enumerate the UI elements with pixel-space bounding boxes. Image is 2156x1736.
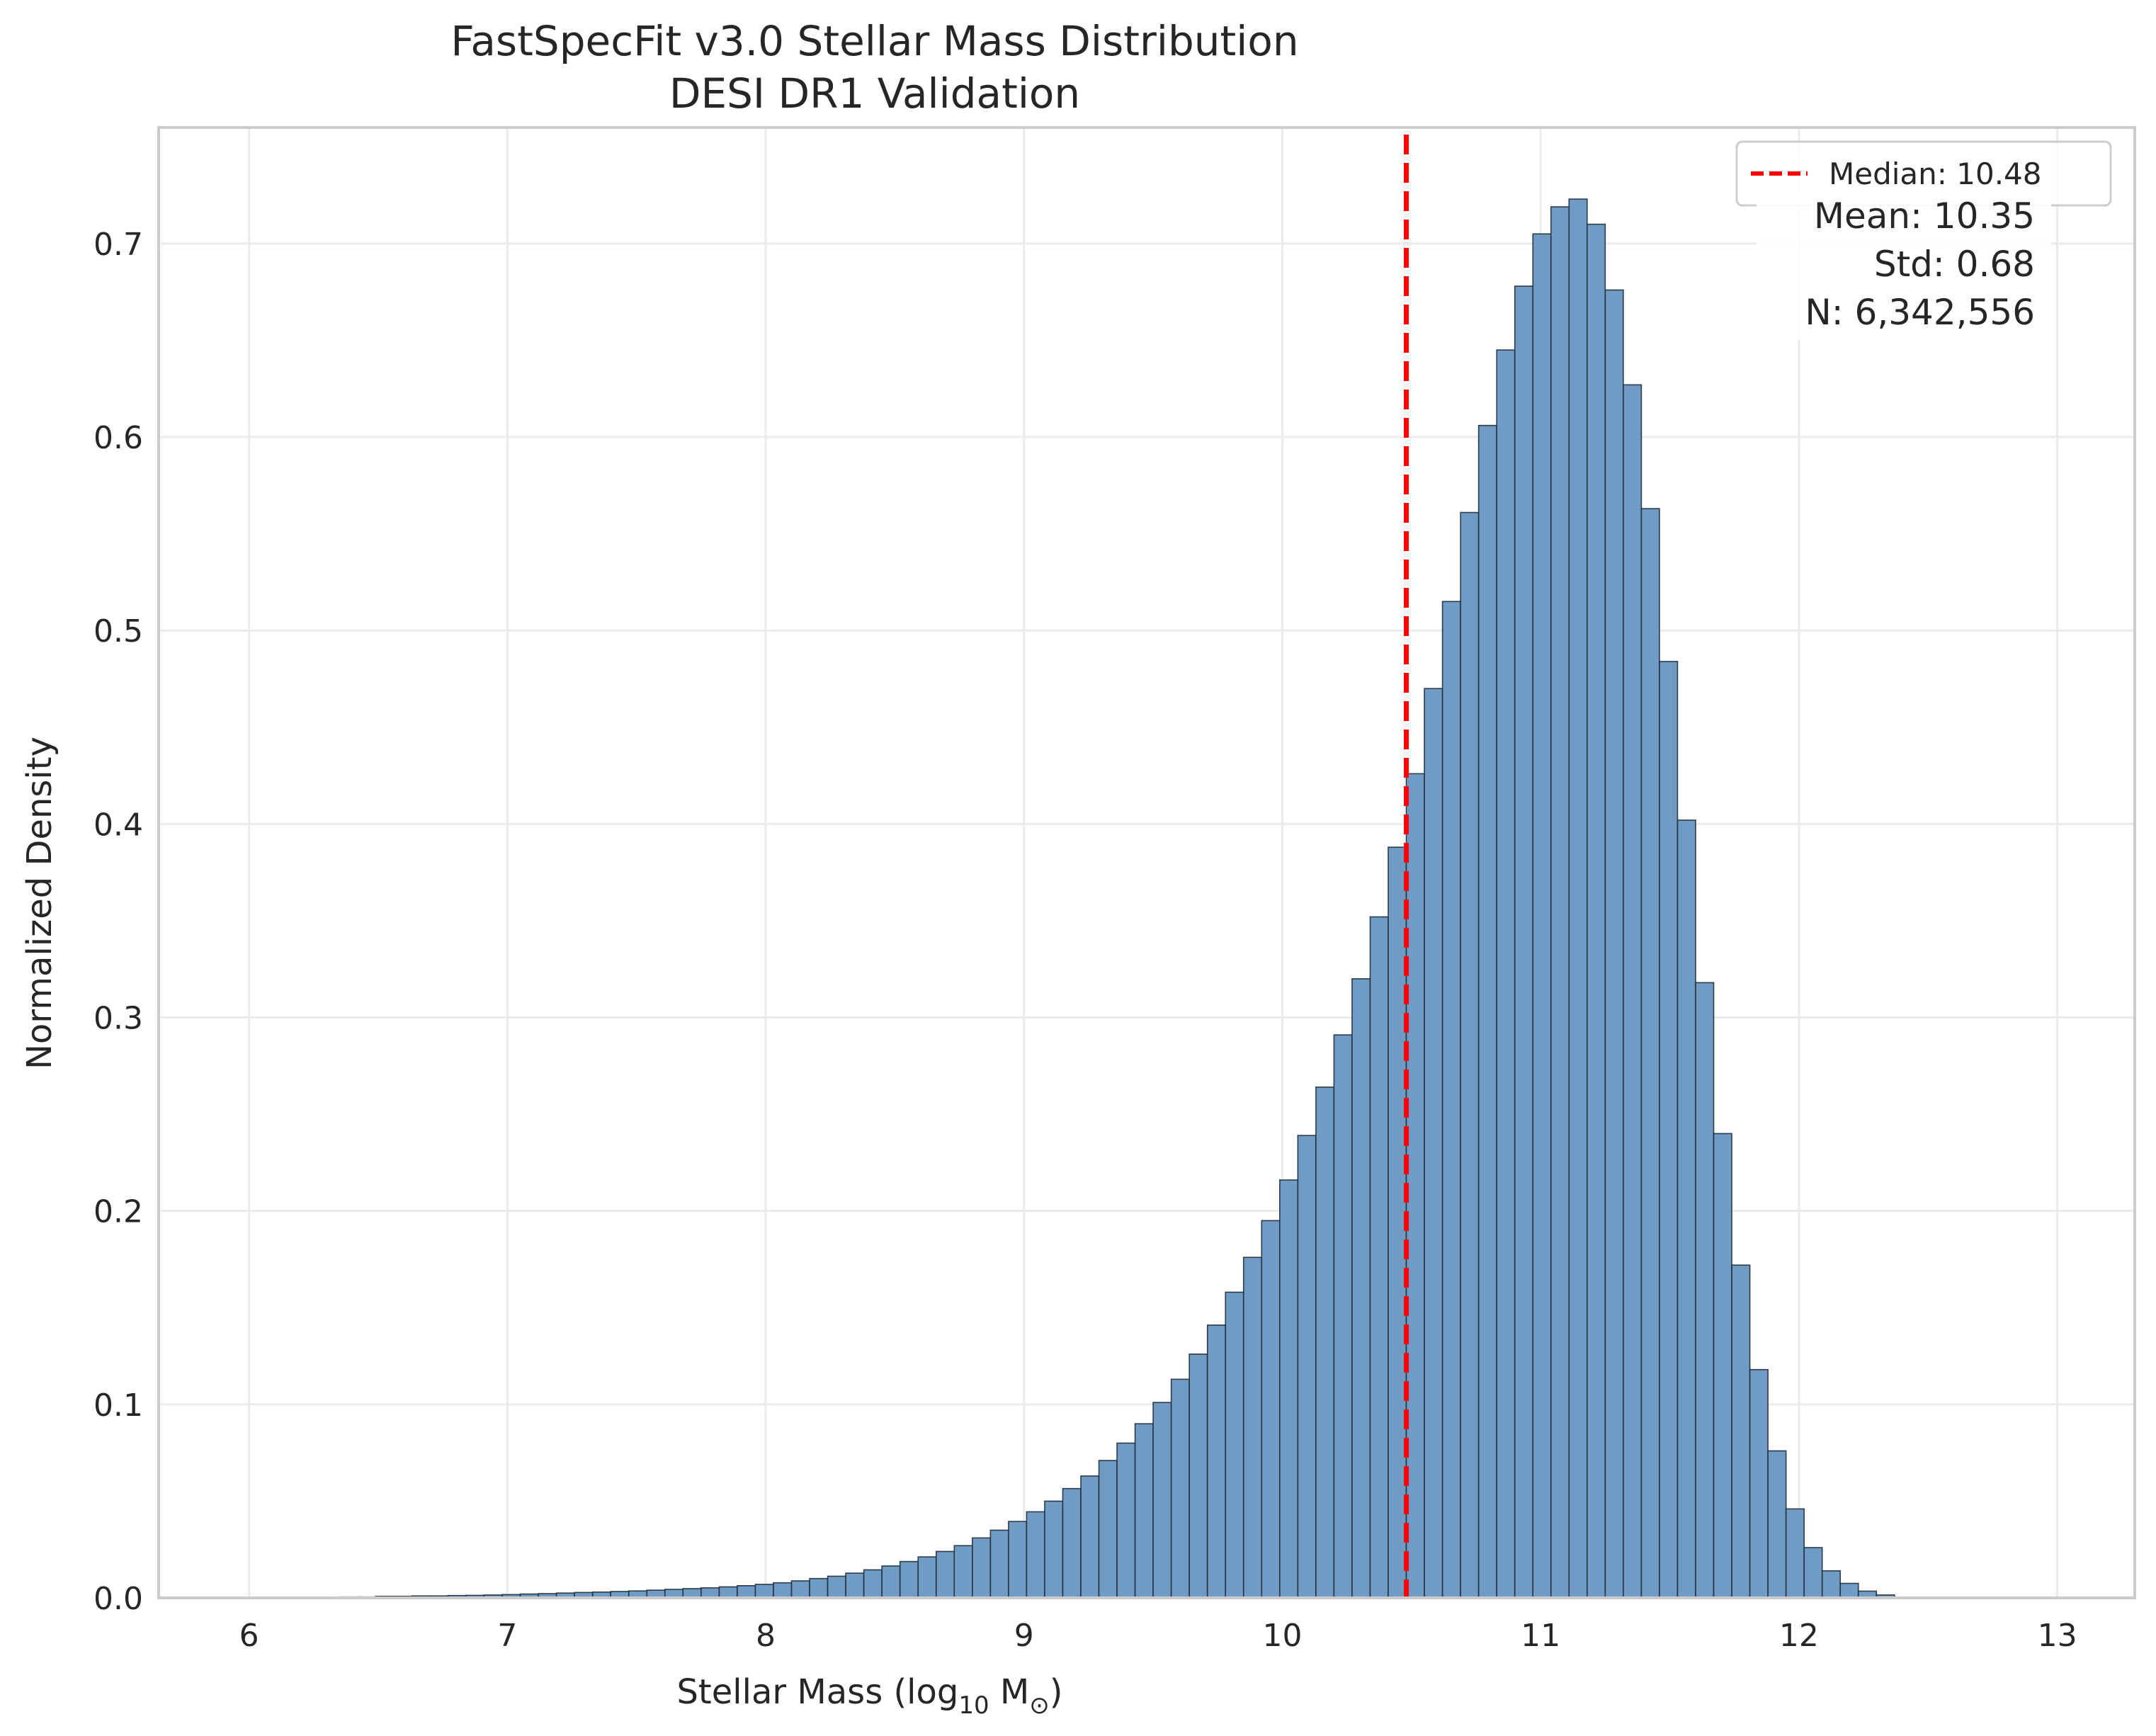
histogram-bar: [1550, 206, 1570, 1599]
histogram-bar: [1424, 688, 1443, 1599]
histogram-bar: [917, 1556, 937, 1599]
histogram-bar: [1297, 1135, 1317, 1599]
histogram-bar: [1315, 1087, 1335, 1599]
stats-count: N: 6,342,556: [1805, 292, 2035, 333]
legend: Median: 10.48: [1735, 140, 2112, 207]
x-axis-label: Stellar Mass (log10 M⊙): [676, 1672, 1062, 1720]
histogram-bar: [899, 1560, 919, 1599]
histogram-bar: [700, 1587, 720, 1599]
histogram-bar: [1496, 349, 1516, 1599]
histogram-bar: [989, 1529, 1009, 1599]
chart-subtitle: DESI DR1 Validation: [669, 69, 1080, 118]
y-tick-label: 0.2: [93, 1194, 143, 1230]
y-tick-label: 0.7: [93, 227, 143, 263]
stats-box: Mean: 10.35 Std: 0.68 N: 6,342,556: [1757, 190, 2051, 340]
y-tick-label: 0.4: [93, 807, 143, 843]
histogram-bar: [1659, 661, 1679, 1599]
histogram-bar: [1821, 1570, 1842, 1599]
histogram-bar: [863, 1569, 883, 1599]
histogram-bar: [1388, 846, 1407, 1599]
histogram-bar: [845, 1572, 865, 1599]
histogram-bar: [953, 1545, 973, 1599]
histogram-bar: [1225, 1291, 1244, 1599]
histogram-bar: [1441, 601, 1461, 1599]
x-tick-label: 13: [2038, 1618, 2077, 1654]
y-tick-labels: 0.0 0.1 0.2 0.3 0.4 0.5 0.6 0.7: [93, 227, 143, 1617]
histogram-bar: [1261, 1220, 1281, 1599]
y-tick-label: 0.5: [93, 613, 143, 649]
histogram-bar: [1152, 1402, 1172, 1599]
histogram-bar: [1206, 1324, 1227, 1599]
histogram-bar: [935, 1550, 955, 1599]
histogram-bar: [1623, 384, 1642, 1599]
histogram-bar: [1477, 424, 1497, 1599]
histogram-bar: [1026, 1511, 1045, 1599]
histogram-bar: [1044, 1500, 1064, 1599]
histogram-bar: [1134, 1423, 1154, 1599]
histogram-bars: [339, 198, 1895, 1599]
histogram-bar: [1008, 1521, 1028, 1599]
histogram-bar: [1062, 1487, 1082, 1599]
x-tick-label: 12: [1779, 1618, 1819, 1654]
histogram-bar: [881, 1565, 901, 1599]
histogram-bar: [1532, 233, 1552, 1599]
histogram-bar: [1405, 773, 1425, 1599]
histogram-bar: [1514, 285, 1534, 1599]
histogram-bar: [1333, 1034, 1353, 1599]
x-tick-label: 8: [756, 1618, 776, 1654]
histogram-bar: [1676, 819, 1696, 1599]
stats-mean: Mean: 10.35: [1814, 195, 2035, 237]
x-tick-label: 10: [1262, 1618, 1302, 1654]
plot-frame: [157, 126, 2136, 1599]
x-tick-label: 7: [497, 1618, 517, 1654]
y-tick-label: 0.6: [93, 420, 143, 456]
y-axis-label: Normalized Density: [20, 737, 59, 1070]
histogram-bar: [1713, 1133, 1732, 1599]
histogram-bar: [809, 1577, 829, 1599]
histogram-bar: [1170, 1378, 1190, 1599]
y-tick-label: 0.1: [93, 1388, 143, 1424]
histogram-bar: [718, 1586, 738, 1599]
histogram-bar: [1568, 198, 1588, 1599]
histogram-bar: [1767, 1450, 1787, 1599]
y-tick-label: 0.0: [93, 1581, 143, 1617]
x-tick-labels: 6 7 8 9 10 11 12 13: [239, 1618, 2077, 1654]
histogram-bar: [1279, 1179, 1299, 1599]
legend-median-label: Median: 10.48: [1829, 157, 2042, 191]
histogram-bar: [737, 1584, 756, 1599]
histogram-bar: [773, 1582, 793, 1599]
histogram-bar: [1080, 1475, 1100, 1599]
stats-box-background: [1757, 190, 2051, 340]
histogram-bar: [1785, 1508, 1805, 1599]
histogram-bar: [1242, 1256, 1263, 1599]
histogram-bar: [972, 1537, 992, 1599]
histogram-bar: [1587, 223, 1606, 1599]
stats-std: Std: 0.68: [1874, 244, 2035, 285]
histogram-bar: [1803, 1547, 1823, 1599]
histogram-bar: [1839, 1582, 1859, 1599]
histogram-bar: [790, 1580, 810, 1599]
histogram-bar: [754, 1584, 774, 1599]
x-tick-label: 11: [1521, 1618, 1560, 1654]
x-tick-label: 9: [1014, 1618, 1034, 1654]
histogram-bar: [1369, 916, 1389, 1599]
histogram-bar: [1749, 1368, 1769, 1599]
histogram-bar: [1351, 978, 1371, 1599]
y-tick-label: 0.3: [93, 1001, 143, 1037]
histogram-bar: [1098, 1460, 1118, 1599]
x-tick-label: 6: [239, 1618, 259, 1654]
histogram-bar: [1695, 982, 1715, 1599]
histogram-bar: [1640, 508, 1660, 1599]
chart-title: FastSpecFit v3.0 Stellar Mass Distributi…: [450, 17, 1298, 65]
histogram-bar: [1460, 511, 1480, 1599]
histogram-bar: [1731, 1264, 1751, 1599]
histogram-bar: [827, 1575, 846, 1599]
histogram-bar: [1188, 1354, 1208, 1599]
histogram-bar: [1116, 1442, 1136, 1599]
histogram-bar: [1604, 289, 1624, 1599]
